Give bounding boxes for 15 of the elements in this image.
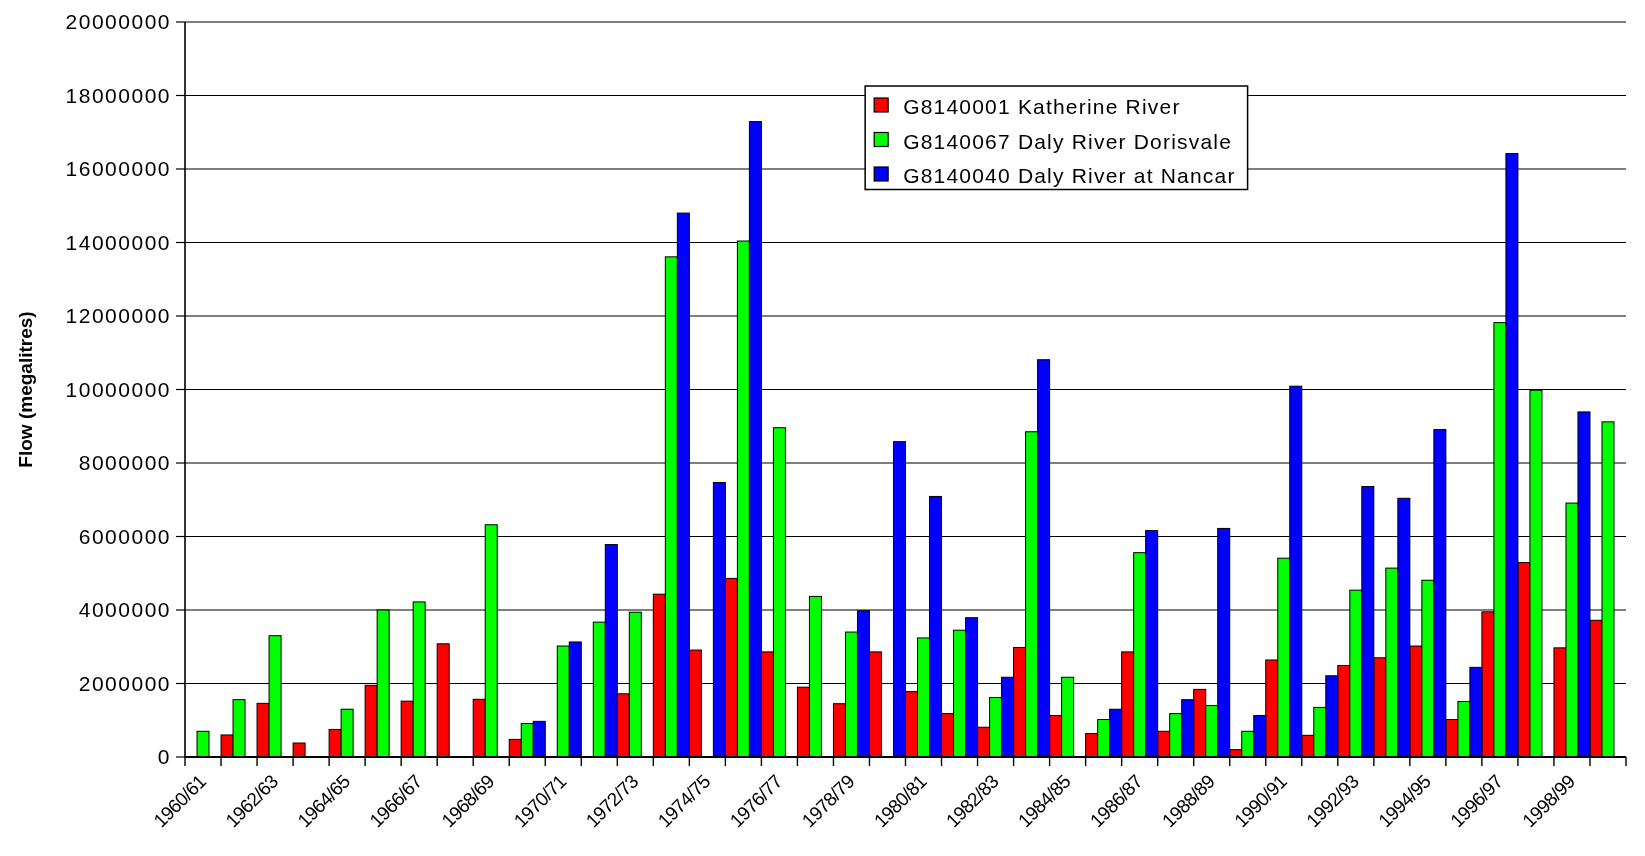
y-tick-label: 6000000: [78, 524, 171, 548]
y-tick-label: 2000000: [78, 671, 171, 695]
y-tick-label: 14000000: [65, 230, 171, 254]
y-tick-label: 0: [157, 745, 171, 769]
y-tick-label: 16000000: [65, 157, 171, 181]
legend-label: G8140040 Daly River at Nancar: [903, 164, 1236, 187]
legend-label: G8140067 Daly River Dorisvale: [903, 129, 1233, 153]
y-tick-label: 18000000: [65, 83, 171, 107]
y-tick-label: 10000000: [65, 377, 171, 401]
y-tick-label: 4000000: [78, 598, 171, 622]
y-tick-label: 8000000: [78, 451, 171, 475]
y-tick-label: 12000000: [65, 304, 171, 328]
y-axis-title: Flow (megalitres): [14, 311, 36, 468]
legend-label: G8140001 Katherine River: [903, 95, 1181, 118]
y-tick-label: 20000000: [65, 10, 171, 34]
